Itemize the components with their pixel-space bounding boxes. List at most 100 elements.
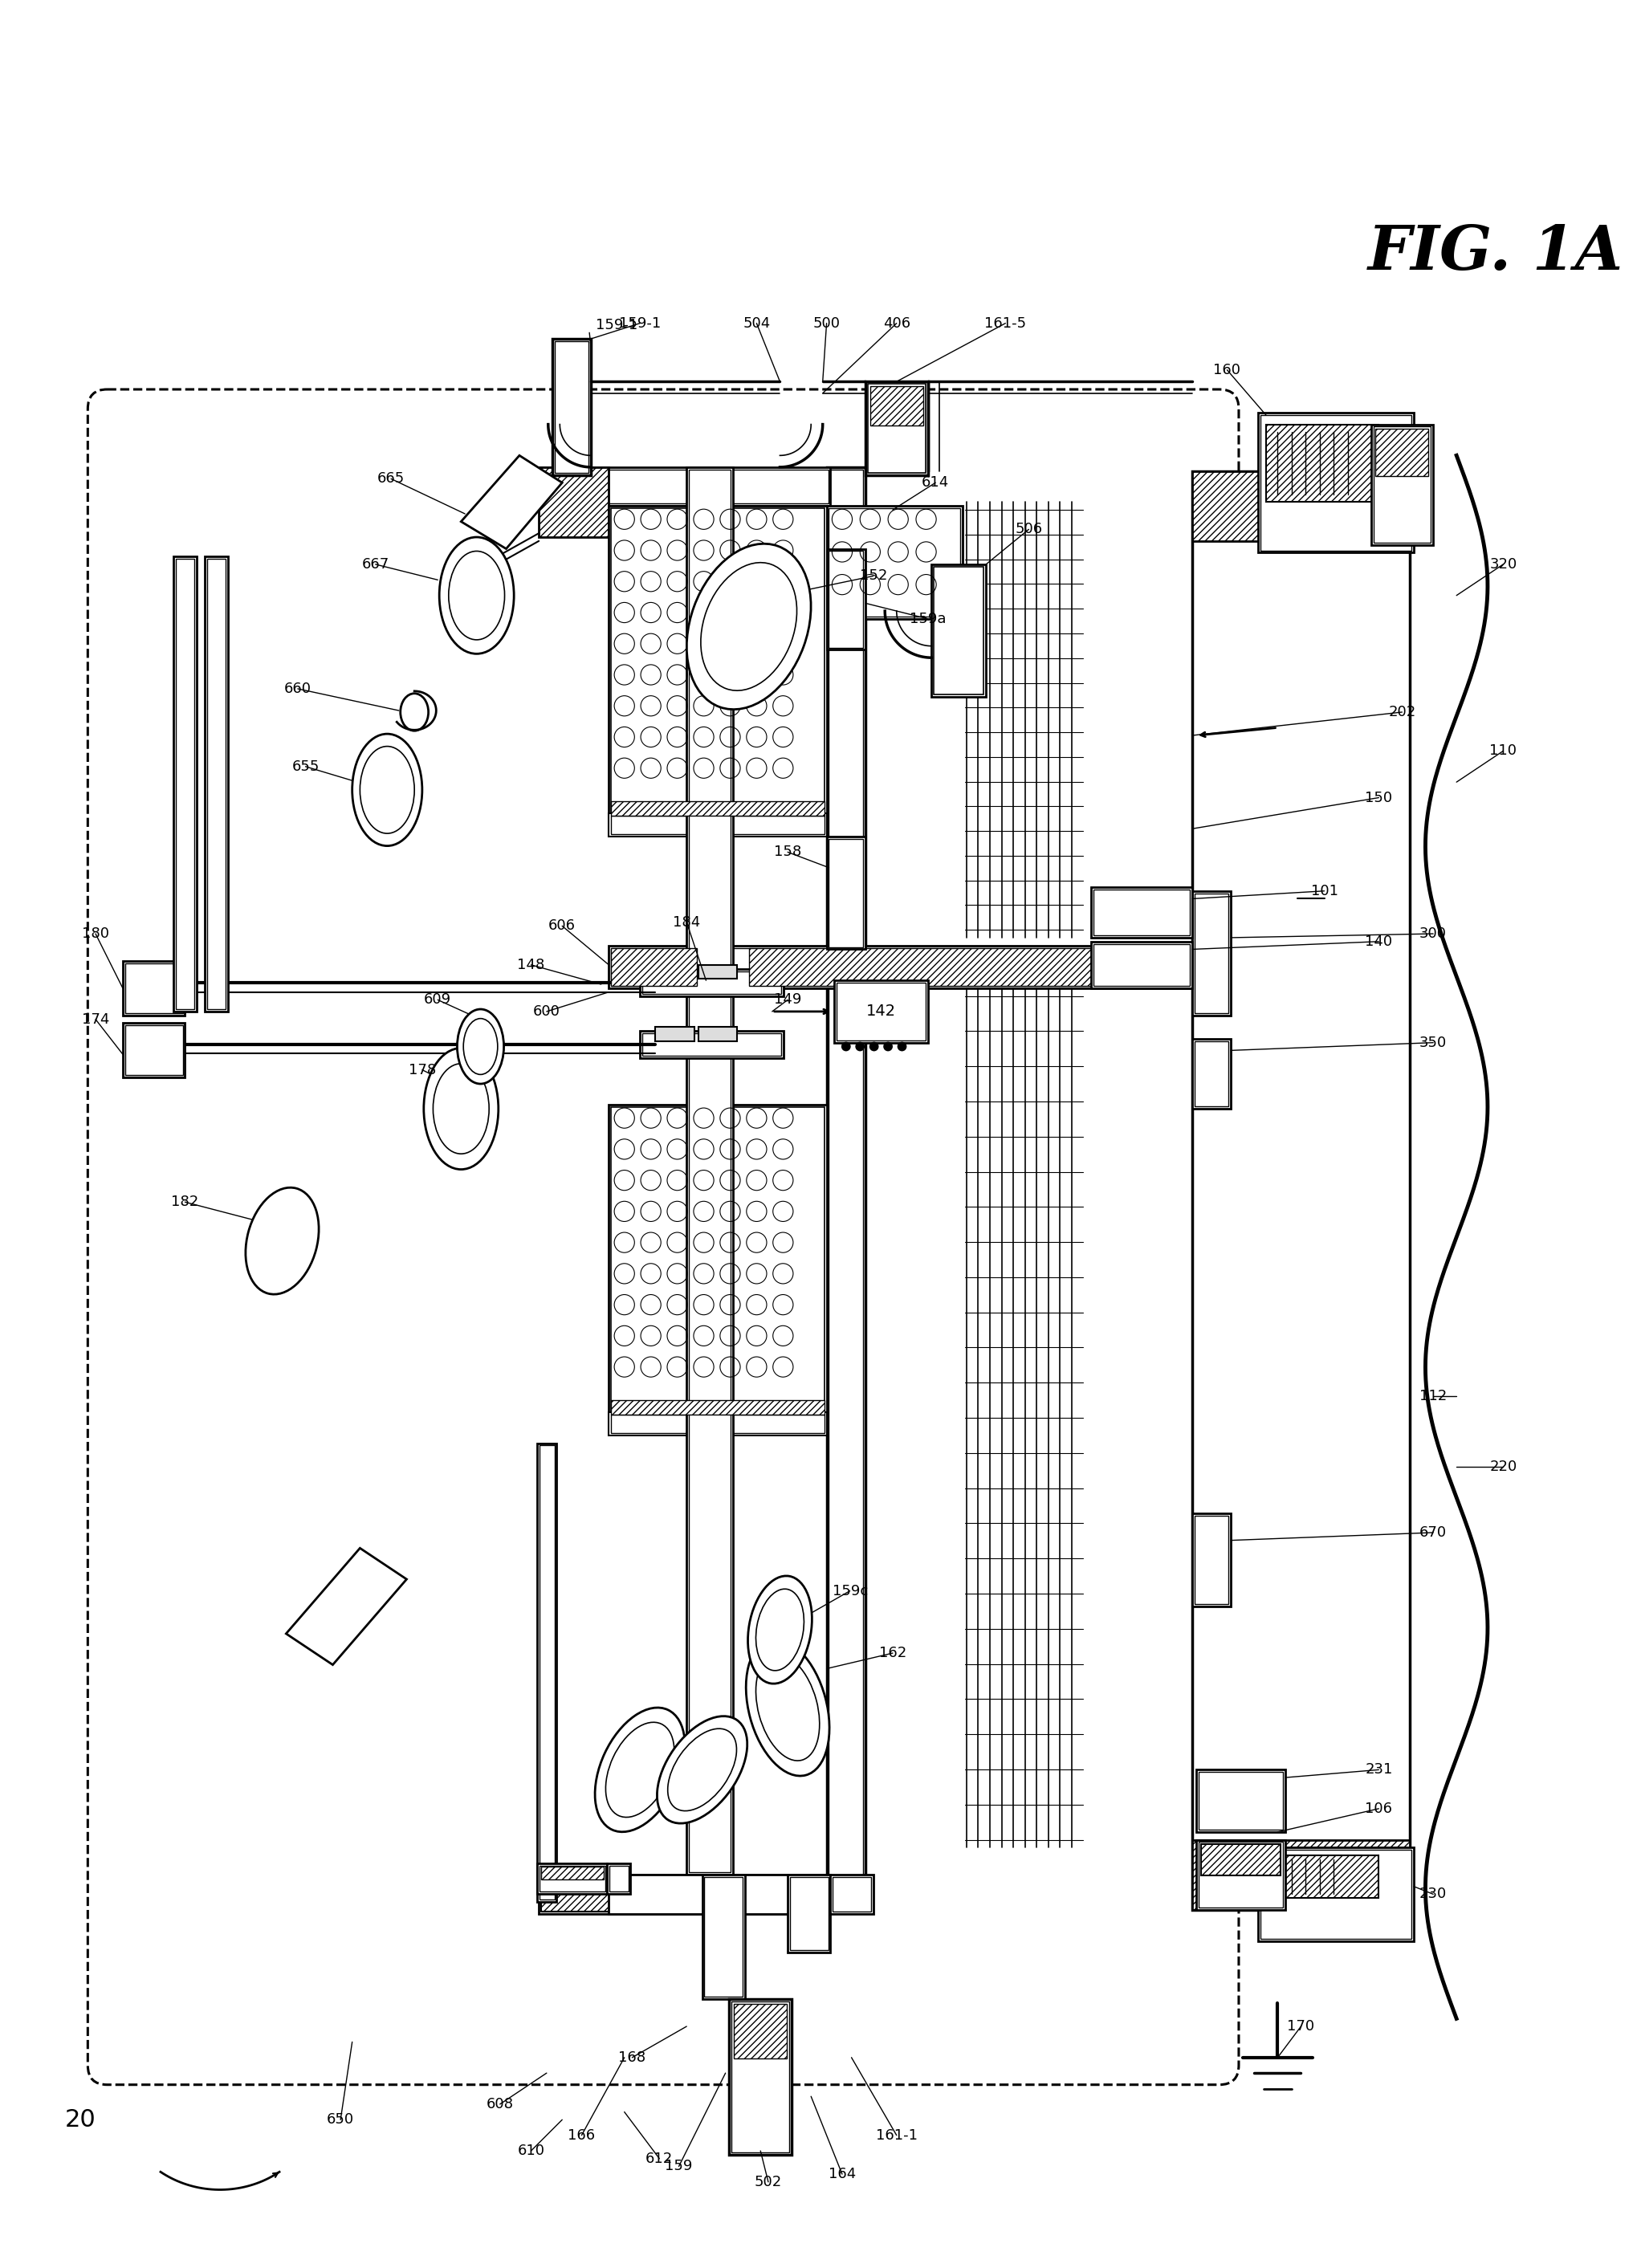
Bar <box>829 551 863 649</box>
Bar <box>748 948 1195 987</box>
Text: 614: 614 <box>922 476 948 490</box>
Bar <box>1093 889 1190 934</box>
Bar <box>1191 1513 1231 1606</box>
Bar <box>732 2000 789 2152</box>
Bar <box>829 839 863 948</box>
Bar <box>789 1878 829 1950</box>
Bar <box>537 1862 607 1894</box>
Bar <box>832 1878 871 1912</box>
Ellipse shape <box>400 694 428 730</box>
Text: 164: 164 <box>829 2166 857 2182</box>
Text: 161-1: 161-1 <box>876 2127 917 2143</box>
Circle shape <box>898 1043 906 1050</box>
Bar <box>1259 413 1415 553</box>
Bar <box>932 565 986 696</box>
Bar <box>609 946 1191 989</box>
Bar <box>1265 1855 1378 1898</box>
Bar <box>834 980 927 1043</box>
Bar <box>610 508 824 814</box>
Bar <box>538 467 609 538</box>
Bar <box>642 1034 781 1057</box>
Text: 110: 110 <box>1490 744 1516 758</box>
Text: 300: 300 <box>1419 928 1447 941</box>
Text: 166: 166 <box>568 2127 596 2143</box>
Bar <box>609 1413 827 1436</box>
Bar <box>642 971 781 993</box>
Text: 152: 152 <box>860 569 888 583</box>
Bar <box>1370 424 1433 544</box>
Ellipse shape <box>668 1728 737 1810</box>
Ellipse shape <box>433 1064 489 1154</box>
Bar <box>123 1023 185 1077</box>
Text: 162: 162 <box>880 1647 906 1660</box>
Bar <box>829 508 960 617</box>
Text: 320: 320 <box>1490 558 1516 572</box>
Bar <box>1191 1839 1410 1910</box>
Text: 202: 202 <box>1388 705 1416 719</box>
Bar <box>1091 941 1191 989</box>
Text: 178: 178 <box>409 1064 437 1077</box>
Bar <box>865 381 927 474</box>
Bar <box>734 2005 788 2059</box>
Bar <box>1265 424 1378 501</box>
Text: 160: 160 <box>1213 363 1241 376</box>
Bar <box>689 469 730 1873</box>
Text: 406: 406 <box>883 315 911 331</box>
Text: FIG. 1A: FIG. 1A <box>1367 225 1623 284</box>
Bar <box>868 383 926 472</box>
Text: 650: 650 <box>327 2112 354 2127</box>
Text: 670: 670 <box>1419 1526 1447 1540</box>
Bar <box>609 1864 629 1892</box>
Bar <box>1191 891 1231 1016</box>
Ellipse shape <box>458 1009 504 1084</box>
Bar <box>555 340 589 472</box>
Ellipse shape <box>448 551 505 640</box>
Circle shape <box>884 1043 893 1050</box>
Bar <box>1374 426 1431 542</box>
Text: 20: 20 <box>64 2107 95 2132</box>
Bar <box>542 1878 612 1912</box>
Text: 230: 230 <box>1419 1887 1447 1901</box>
Bar <box>610 1107 824 1413</box>
Bar <box>123 962 185 1016</box>
Bar <box>640 1032 784 1059</box>
Ellipse shape <box>596 1708 684 1833</box>
Polygon shape <box>286 1549 407 1665</box>
Bar <box>1260 1851 1411 1939</box>
Bar <box>1198 1842 1283 1907</box>
Text: 170: 170 <box>1287 2019 1314 2034</box>
Text: 182: 182 <box>171 1195 199 1209</box>
Bar <box>1191 472 1410 1910</box>
Bar <box>176 558 194 1009</box>
Text: 159: 159 <box>665 2159 693 2173</box>
Bar <box>830 1876 873 1914</box>
Bar <box>538 1876 830 1914</box>
Bar <box>610 1415 824 1433</box>
Ellipse shape <box>423 1048 499 1170</box>
Bar <box>609 1876 827 1914</box>
Text: 231: 231 <box>1365 1762 1393 1778</box>
Ellipse shape <box>686 544 811 710</box>
Bar <box>1195 894 1229 1014</box>
Bar <box>610 816 824 835</box>
Bar <box>1195 1041 1229 1107</box>
Text: 612: 612 <box>645 2152 673 2166</box>
Bar <box>686 467 734 1876</box>
Text: 159c: 159c <box>832 1583 868 1599</box>
Text: 149: 149 <box>775 993 801 1007</box>
Text: 142: 142 <box>866 1005 896 1018</box>
Bar <box>542 1867 604 1880</box>
Bar <box>610 948 697 987</box>
Text: 600: 600 <box>533 1005 560 1018</box>
Ellipse shape <box>463 1018 497 1075</box>
Text: 159-1: 159-1 <box>619 315 661 331</box>
Text: 184: 184 <box>673 914 701 930</box>
Circle shape <box>870 1043 878 1050</box>
Text: 500: 500 <box>812 315 840 331</box>
Bar <box>1093 943 1190 987</box>
Text: 150: 150 <box>1365 792 1393 805</box>
Bar <box>537 1442 556 1903</box>
Ellipse shape <box>757 1653 819 1760</box>
Text: 159a: 159a <box>909 612 945 626</box>
Bar <box>1196 1769 1285 1833</box>
